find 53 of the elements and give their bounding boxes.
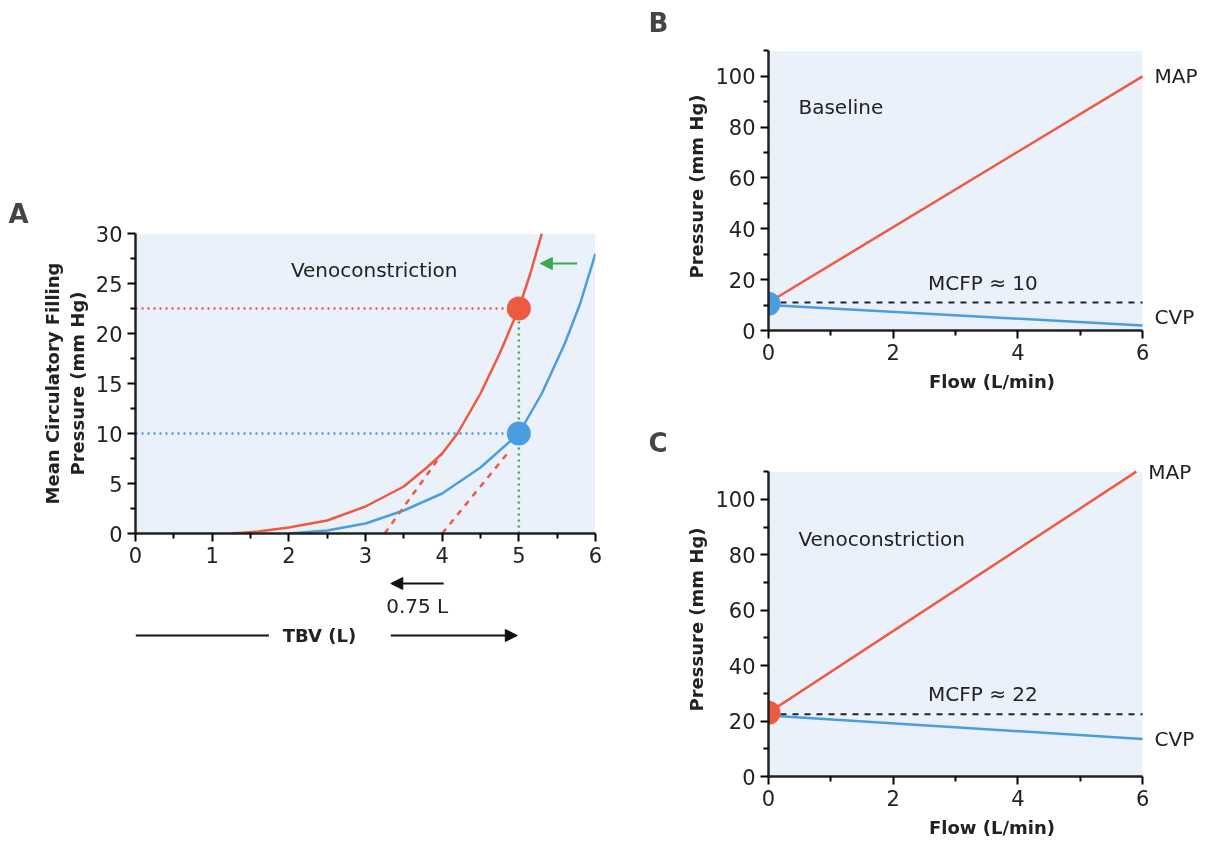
x-tick-label: 2: [282, 543, 296, 568]
annotation: Venoconstriction: [290, 257, 458, 282]
y-tick-label: 20: [728, 710, 756, 735]
text: 0.75 L: [386, 593, 450, 618]
y-tick-label: 5: [109, 472, 123, 497]
y-axis-title: Pressure (mm Hg): [686, 94, 708, 279]
y-tick-label: 20: [728, 268, 756, 293]
y-tick-label: 0: [109, 522, 123, 547]
x-axis-title: TBV (L): [282, 625, 357, 646]
series-label: MAP: [1154, 64, 1198, 89]
y-tick-label: 25: [95, 272, 123, 297]
y-tick-label: 40: [728, 654, 756, 679]
x-tick-label: 6: [1135, 340, 1150, 365]
x-tick-label: 2: [886, 786, 900, 811]
annotation: Venoconstriction: [798, 526, 966, 551]
ref-line-label: MCFP ≈ 22: [928, 682, 1038, 707]
y-tick-label: 60: [728, 166, 756, 191]
x-tick-label: 4: [1011, 340, 1025, 365]
y-tick-label: 100: [715, 65, 756, 90]
y-tick-label: 15: [95, 372, 123, 397]
y-tick-label: 60: [728, 599, 756, 624]
x-axis-title: Flow (L/min): [929, 816, 1055, 838]
series-label: MAP: [1148, 459, 1192, 484]
y-tick-label: 100: [715, 488, 756, 513]
y-tick-label: 20: [95, 322, 123, 347]
x-axis-title: Flow (L/min): [929, 370, 1055, 392]
y-tick-label: 0: [742, 765, 756, 790]
x-tick-label: 3: [358, 543, 373, 568]
x-tick-label: 2: [886, 340, 900, 365]
chart-title: A: [8, 198, 29, 229]
y-axis-title: Mean Circulatory Filling Pressure (mm Hg): [41, 262, 88, 505]
annotation: Baseline: [798, 94, 884, 119]
y-axis-title: Pressure (mm Hg): [686, 527, 708, 712]
ref-line-label: MCFP ≈ 10: [928, 270, 1038, 295]
series-label: CVP: [1154, 727, 1195, 752]
chart-title: C: [648, 427, 668, 458]
x-tick-label: 1: [205, 543, 219, 568]
series-label: CVP: [1154, 305, 1195, 330]
x-tick-label: 4: [435, 543, 449, 568]
x-tick-label: 0: [761, 786, 776, 811]
chart-title: B: [648, 7, 669, 38]
y-tick-label: 30: [95, 222, 123, 247]
x-tick-label: 5: [512, 543, 526, 568]
y-tick-label: 0: [742, 319, 756, 344]
y-tick-label: 40: [728, 217, 756, 242]
y-tick-label: 80: [728, 543, 756, 568]
x-tick-label: 0: [128, 543, 143, 568]
x-tick-label: 0: [761, 340, 776, 365]
y-tick-label: 80: [728, 116, 756, 141]
x-tick-label: 4: [1011, 786, 1025, 811]
y-tick-label: 10: [95, 422, 123, 447]
x-tick-label: 6: [1135, 786, 1150, 811]
x-tick-label: 6: [588, 543, 603, 568]
